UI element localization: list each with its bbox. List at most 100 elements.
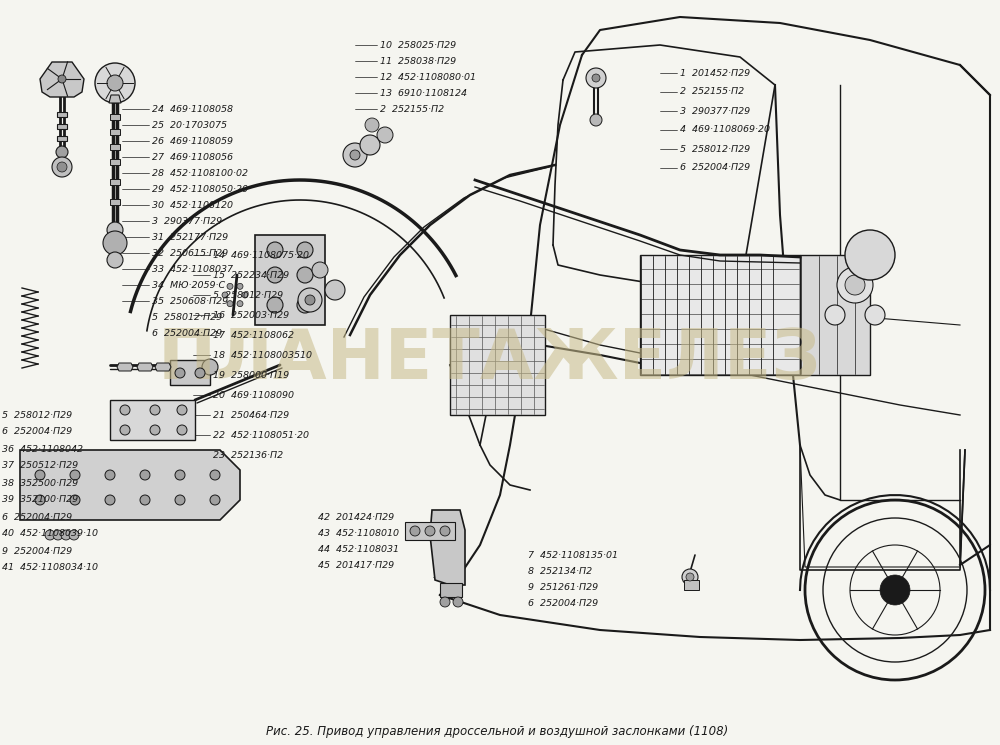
Text: 5  258012·П29: 5 258012·П29 xyxy=(680,145,750,153)
Text: 6  252004·П29: 6 252004·П29 xyxy=(680,163,750,173)
Circle shape xyxy=(227,301,233,307)
Circle shape xyxy=(35,470,45,480)
Text: 39  352100·П29: 39 352100·П29 xyxy=(2,495,78,504)
Circle shape xyxy=(298,288,322,312)
Circle shape xyxy=(210,495,220,505)
Text: 44  452·1108031: 44 452·1108031 xyxy=(318,545,399,554)
Text: 6  252004·П29: 6 252004·П29 xyxy=(2,513,72,522)
Bar xyxy=(110,199,120,205)
Bar xyxy=(684,580,699,590)
Circle shape xyxy=(175,470,185,480)
Circle shape xyxy=(227,283,233,289)
Text: 9  251261·П29: 9 251261·П29 xyxy=(528,583,598,592)
Bar xyxy=(170,360,210,385)
Circle shape xyxy=(682,569,698,585)
Text: 2  252155·П2: 2 252155·П2 xyxy=(380,104,444,113)
Circle shape xyxy=(175,495,185,505)
Circle shape xyxy=(105,470,115,480)
Circle shape xyxy=(70,470,80,480)
Circle shape xyxy=(175,368,185,378)
Circle shape xyxy=(453,597,463,607)
Text: 40  452·1108039·10: 40 452·1108039·10 xyxy=(2,530,98,539)
Text: 26  469·1108059: 26 469·1108059 xyxy=(152,136,233,145)
Circle shape xyxy=(360,135,380,155)
Circle shape xyxy=(312,262,328,278)
Text: 19  258000·П19: 19 258000·П19 xyxy=(213,370,289,379)
Text: 20  469·1108090: 20 469·1108090 xyxy=(213,390,294,399)
Text: 2  252155·П2: 2 252155·П2 xyxy=(680,87,744,97)
Circle shape xyxy=(237,301,243,307)
Bar xyxy=(110,179,120,185)
Text: 37  250512·П29: 37 250512·П29 xyxy=(2,461,78,471)
Circle shape xyxy=(150,405,160,415)
Circle shape xyxy=(305,295,315,305)
Circle shape xyxy=(210,470,220,480)
Circle shape xyxy=(242,292,248,298)
Bar xyxy=(450,315,545,415)
Text: 33  452·1108037: 33 452·1108037 xyxy=(152,264,233,273)
Circle shape xyxy=(267,297,283,313)
Circle shape xyxy=(825,305,845,325)
Text: 43  452·1108010: 43 452·1108010 xyxy=(318,528,399,537)
Text: 6  252004·П29: 6 252004·П29 xyxy=(2,428,72,437)
Circle shape xyxy=(440,597,450,607)
Polygon shape xyxy=(40,62,84,97)
Text: 38  352500·П29: 38 352500·П29 xyxy=(2,478,78,487)
Polygon shape xyxy=(20,450,240,520)
Circle shape xyxy=(297,267,313,283)
Text: 24  469·1108058: 24 469·1108058 xyxy=(152,104,233,113)
Text: 45  201417·П29: 45 201417·П29 xyxy=(318,560,394,569)
Circle shape xyxy=(95,63,135,103)
Polygon shape xyxy=(109,95,121,103)
Bar xyxy=(110,114,120,120)
Circle shape xyxy=(586,68,606,88)
Circle shape xyxy=(52,157,72,177)
Bar xyxy=(57,112,67,117)
Bar xyxy=(640,255,800,375)
Text: 5  258012·П29: 5 258012·П29 xyxy=(2,410,72,419)
Text: 25  20·1703075: 25 20·1703075 xyxy=(152,121,227,130)
Circle shape xyxy=(105,495,115,505)
Text: 21  250464·П29: 21 250464·П29 xyxy=(213,410,289,419)
Circle shape xyxy=(325,280,345,300)
Circle shape xyxy=(267,242,283,258)
Circle shape xyxy=(150,425,160,435)
Circle shape xyxy=(425,526,435,536)
Circle shape xyxy=(297,242,313,258)
Text: 5  258012·П29: 5 258012·П29 xyxy=(213,291,283,299)
Text: 29  452·1108050·20: 29 452·1108050·20 xyxy=(152,185,248,194)
Text: 17  452·1108062: 17 452·1108062 xyxy=(213,331,294,340)
Circle shape xyxy=(56,146,68,158)
Circle shape xyxy=(440,526,450,536)
Text: 12  452·1108080·01: 12 452·1108080·01 xyxy=(380,72,476,81)
Circle shape xyxy=(107,75,123,91)
Text: 1  201452·П29: 1 201452·П29 xyxy=(680,69,750,77)
Text: 41  452·1108034·10: 41 452·1108034·10 xyxy=(2,563,98,572)
Circle shape xyxy=(410,526,420,536)
Circle shape xyxy=(267,267,283,283)
Circle shape xyxy=(53,530,63,540)
Circle shape xyxy=(365,118,379,132)
Circle shape xyxy=(177,405,187,415)
Text: ПЛАНЕТАЖЕЛЕЗ: ПЛАНЕТАЖЕЛЕЗ xyxy=(158,326,822,393)
Text: 30  452·1108120: 30 452·1108120 xyxy=(152,200,233,209)
Polygon shape xyxy=(137,363,153,371)
Circle shape xyxy=(845,230,895,280)
Text: 22  452·1108051·20: 22 452·1108051·20 xyxy=(213,431,309,440)
Bar xyxy=(440,583,462,597)
Text: 8  252134·П2: 8 252134·П2 xyxy=(528,566,592,575)
Text: 27  469·1108056: 27 469·1108056 xyxy=(152,153,233,162)
Polygon shape xyxy=(117,363,133,371)
Circle shape xyxy=(592,74,600,82)
Text: 14  469·1108075·20: 14 469·1108075·20 xyxy=(213,250,309,259)
Circle shape xyxy=(120,405,130,415)
Bar xyxy=(57,136,67,141)
Circle shape xyxy=(195,368,205,378)
Text: 31  252177·П29: 31 252177·П29 xyxy=(152,232,228,241)
Circle shape xyxy=(177,425,187,435)
Circle shape xyxy=(845,275,865,295)
Bar xyxy=(405,522,455,540)
Circle shape xyxy=(590,114,602,126)
Circle shape xyxy=(865,305,885,325)
Circle shape xyxy=(120,425,130,435)
